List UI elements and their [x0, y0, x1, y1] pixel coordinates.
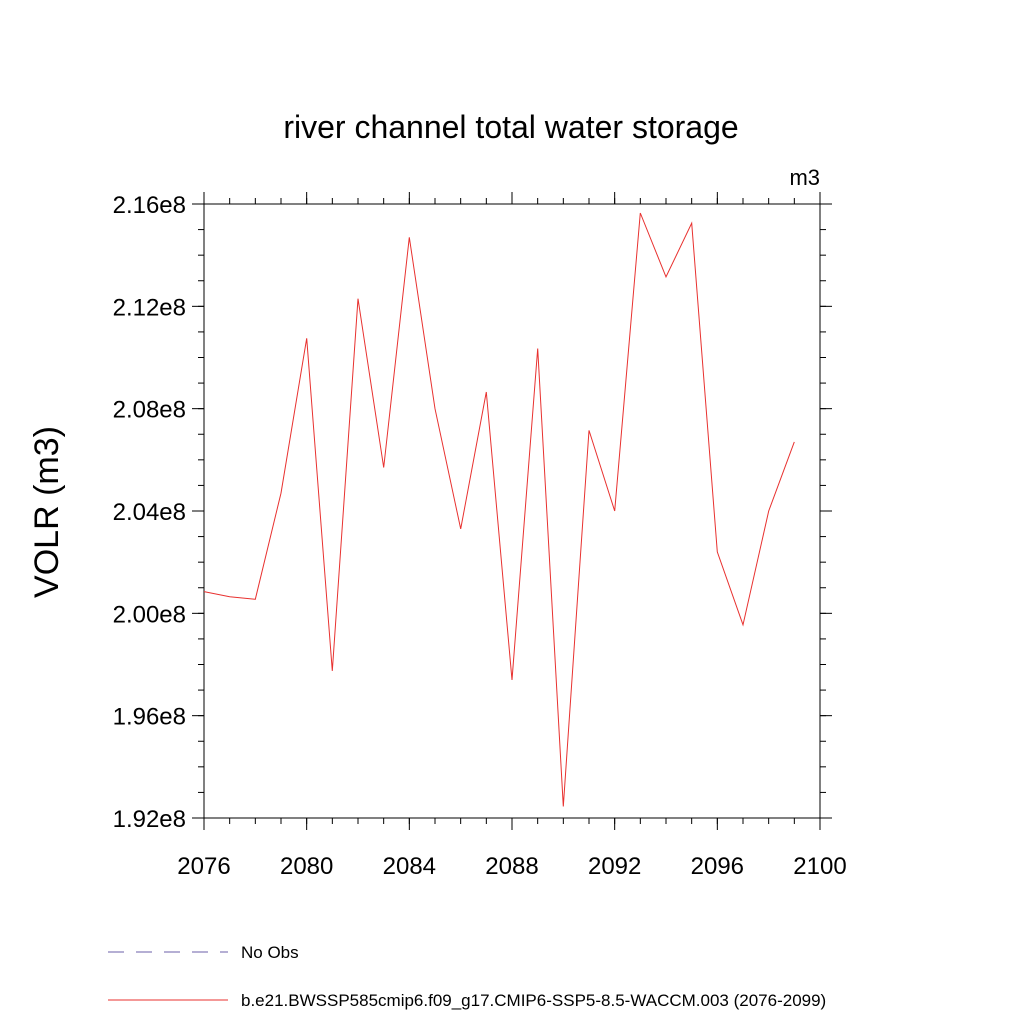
chart-title: river channel total water storage — [283, 109, 738, 145]
legend-label: No Obs — [241, 943, 299, 962]
y-tick-label: 1.92e8 — [113, 806, 186, 833]
y-tick-label: 2.16e8 — [113, 192, 186, 219]
y-tick-label: 2.04e8 — [113, 499, 186, 526]
y-tick-label: 2.00e8 — [113, 601, 186, 628]
x-tick-label: 2088 — [485, 853, 538, 880]
x-tick-label: 2100 — [793, 853, 846, 880]
data-series — [203, 212, 795, 807]
series-line — [203, 212, 795, 807]
y-tick-label: 2.12e8 — [113, 294, 186, 321]
plot-frame — [203, 203, 821, 819]
legend-label: b.e21.BWSSP585cmip6.f09_g17.CMIP6-SSP5-8… — [241, 991, 826, 1010]
y-axis-label: VOLR (m3) — [28, 426, 66, 598]
axes — [203, 203, 821, 819]
axis-ticks: 1.92e8 1.96e8 2.00e8 2.04e8 2.08e8 2.12e8 2.16… — [113, 192, 847, 880]
x-tick-label: 2084 — [383, 853, 436, 880]
y-tick-label: 2.08e8 — [113, 397, 186, 424]
y-tick-label: 1.96e8 — [113, 704, 186, 731]
x-tick-label: 2096 — [691, 853, 744, 880]
x-tick-label: 2080 — [280, 853, 333, 880]
x-tick-label: 2092 — [588, 853, 641, 880]
legend: No Obs b.e21.BWSSP585cmip6.f09_g17.CMIP6-… — [108, 943, 826, 1010]
x-tick-label: 2076 — [177, 853, 230, 880]
units-label: m3 — [789, 165, 820, 190]
